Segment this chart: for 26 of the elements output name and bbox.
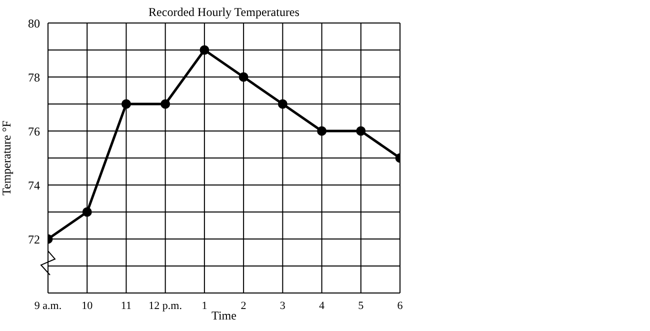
point bbox=[121, 99, 131, 109]
x-tick-label: 3 bbox=[280, 300, 286, 312]
y-axis-title: Temperature °F bbox=[0, 120, 14, 196]
x-tick-label: 4 bbox=[319, 300, 326, 312]
x-tick-label: 10 bbox=[82, 300, 94, 312]
y-tick-label: 80 bbox=[28, 16, 40, 30]
point bbox=[238, 72, 248, 82]
point bbox=[82, 207, 92, 217]
x-tick-label: 12 p.m. bbox=[148, 300, 182, 312]
chart-title: Recorded Hourly Temperatures bbox=[148, 5, 300, 19]
x-tick-label: 1 bbox=[202, 300, 208, 312]
x-tick-label: 6 bbox=[397, 300, 404, 312]
x-tick-label: 5 bbox=[358, 300, 364, 312]
point bbox=[317, 126, 327, 136]
point bbox=[356, 126, 366, 136]
y-tick-label: 78 bbox=[28, 70, 40, 84]
point bbox=[200, 45, 210, 55]
point bbox=[160, 99, 170, 109]
x-tick-label: 9 a.m. bbox=[34, 300, 62, 312]
y-tick-label: 74 bbox=[28, 178, 40, 192]
x-tick-label: 2 bbox=[240, 300, 246, 312]
point bbox=[278, 99, 288, 109]
x-axis-title: Time bbox=[212, 308, 236, 323]
y-tick-label: 76 bbox=[28, 124, 40, 138]
y-tick-label: 72 bbox=[28, 232, 40, 246]
x-tick-label: 11 bbox=[120, 300, 132, 312]
